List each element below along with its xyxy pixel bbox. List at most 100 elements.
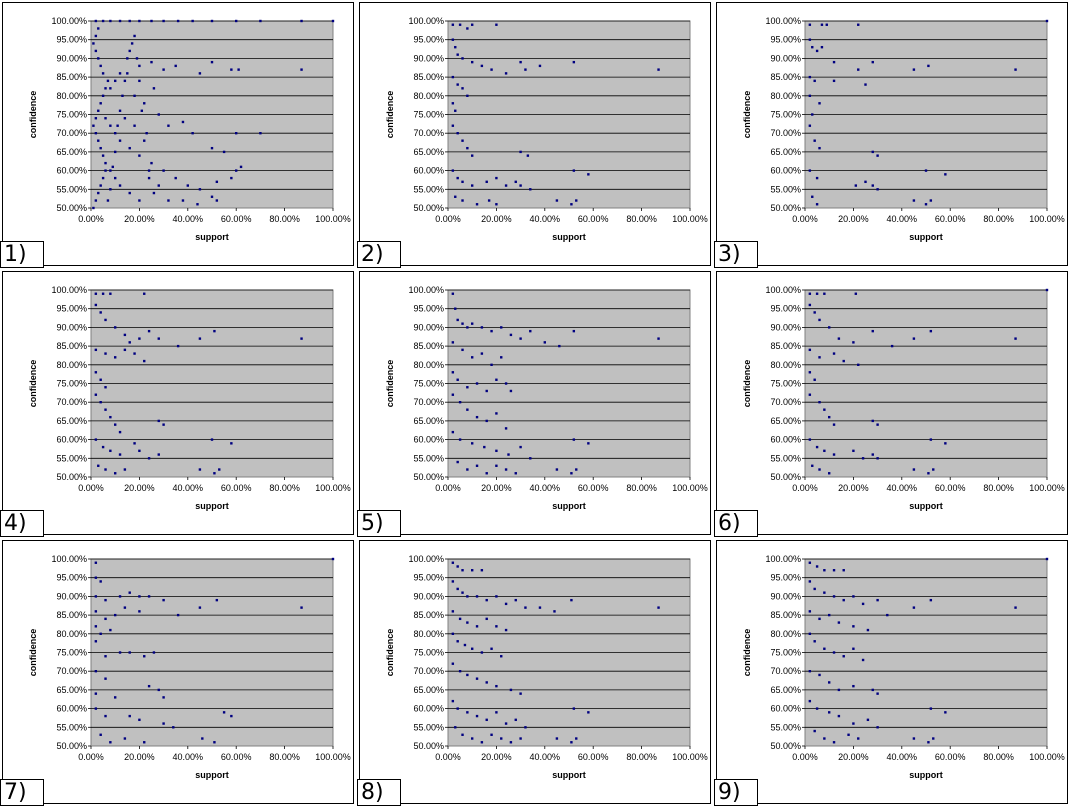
scatter-point [823, 737, 826, 740]
scatter-point [118, 72, 122, 75]
chart-panel-5: 50.00% 55.00% 60.00% 65.00% 70.00% 75.00% 80.0… [357, 269, 713, 537]
scatter-point [871, 150, 874, 154]
scatter-point [97, 27, 100, 30]
scatter-point [818, 318, 821, 322]
scatter-point [123, 606, 127, 609]
scatter-point [114, 326, 117, 329]
scatter-point [215, 180, 219, 184]
scatter-point [912, 737, 916, 740]
scatter-point [475, 677, 479, 680]
y-tick-label: 65.00% [413, 416, 444, 426]
scatter-point [828, 326, 831, 329]
scatter-point [101, 154, 105, 157]
y-tick-label: 50.00% [56, 203, 87, 213]
y-tick-label: 95.00% [770, 35, 801, 45]
scatter-point [466, 621, 469, 624]
y-tick-label: 50.00% [770, 203, 801, 213]
scatter-point [128, 19, 131, 23]
scatter-point [133, 124, 136, 127]
scatter-point [147, 684, 151, 688]
scatter-point [543, 341, 546, 344]
scatter-point [230, 176, 233, 180]
y-tick-label: 100.00% [408, 554, 444, 564]
scatter-point [99, 580, 102, 583]
scatter-point [331, 19, 335, 23]
scatter-point [94, 670, 98, 673]
scatter-point [466, 408, 469, 411]
x-tick-label: 60.00% [935, 752, 966, 762]
scatter-point [458, 23, 462, 26]
scatter-point [99, 146, 102, 150]
scatter-point [215, 199, 219, 202]
scatter-point [104, 677, 107, 680]
y-tick-label: 85.00% [56, 341, 87, 351]
chart-panel-8: 50.00% 55.00% 60.00% 65.00% 70.00% 75.00% 80.0… [357, 538, 713, 806]
scatter-point [210, 19, 214, 23]
x-tick-label: 40.00% [173, 752, 204, 762]
scatter-point [466, 711, 469, 714]
scatter-point [133, 442, 136, 445]
scatter-point [109, 188, 112, 191]
scatter-point [456, 707, 459, 710]
x-tick-label: 80.00% [269, 214, 300, 224]
scatter-point [509, 688, 513, 692]
scatter-point [201, 737, 204, 740]
scatter-point [123, 468, 127, 471]
scatter-point [876, 154, 879, 157]
scatter-point [237, 68, 240, 71]
y-tick-label: 75.00% [770, 648, 801, 658]
scatter-point [495, 449, 498, 453]
scatter-point [852, 595, 855, 598]
scatter-point [456, 565, 459, 568]
scatter-point [94, 640, 98, 643]
scatter-point [495, 684, 498, 688]
scatter-point [458, 438, 462, 441]
y-tick-label: 55.00% [770, 184, 801, 194]
scatter-point [471, 356, 474, 359]
scatter-point [198, 72, 202, 75]
scatter-point [162, 423, 165, 426]
y-tick-label: 95.00% [413, 35, 444, 45]
panel-number-label: 2) [357, 241, 401, 268]
scatter-point [538, 606, 542, 609]
scatter-point [475, 625, 479, 628]
scatter-point [218, 468, 221, 471]
y-tick-label: 95.00% [770, 573, 801, 583]
scatter-point [495, 412, 498, 415]
scatter-point [104, 617, 107, 621]
y-tick-label: 80.00% [770, 629, 801, 639]
scatter-point [133, 352, 136, 355]
x-tick-label: 20.00% [838, 214, 869, 224]
scatter-point [181, 199, 185, 202]
scatter-point [820, 45, 824, 49]
scatter-point [143, 139, 146, 142]
y-tick-label: 65.00% [56, 416, 87, 426]
x-tick-label: 40.00% [530, 483, 561, 493]
scatter-point [104, 408, 107, 411]
y-tick-label: 85.00% [770, 72, 801, 82]
scatter-point [815, 49, 819, 53]
x-tick-label: 80.00% [269, 752, 300, 762]
scatter-point [92, 124, 95, 127]
scatter-point [555, 468, 559, 471]
y-tick-label: 75.00% [413, 110, 444, 120]
scatter-point [94, 393, 98, 396]
scatter-point [99, 733, 102, 736]
scatter-point [461, 87, 464, 90]
scatter-point [890, 344, 894, 348]
x-tick-label: 40.00% [530, 752, 561, 762]
panel-number-label: 8) [357, 779, 401, 806]
scatter-point [529, 457, 532, 460]
scatter-point [99, 378, 102, 381]
scatter-point [94, 576, 98, 579]
scatter-point [514, 718, 517, 722]
scatter-point [813, 729, 816, 733]
y-axis-label: confidence [385, 360, 395, 408]
scatter-point [876, 692, 879, 695]
scatter-point [133, 34, 136, 38]
scatter-point [572, 60, 576, 64]
scatter-point [106, 199, 110, 202]
scatter-point [128, 49, 131, 53]
scatter-point [157, 419, 160, 423]
panel-number-label: 9) [714, 779, 758, 806]
